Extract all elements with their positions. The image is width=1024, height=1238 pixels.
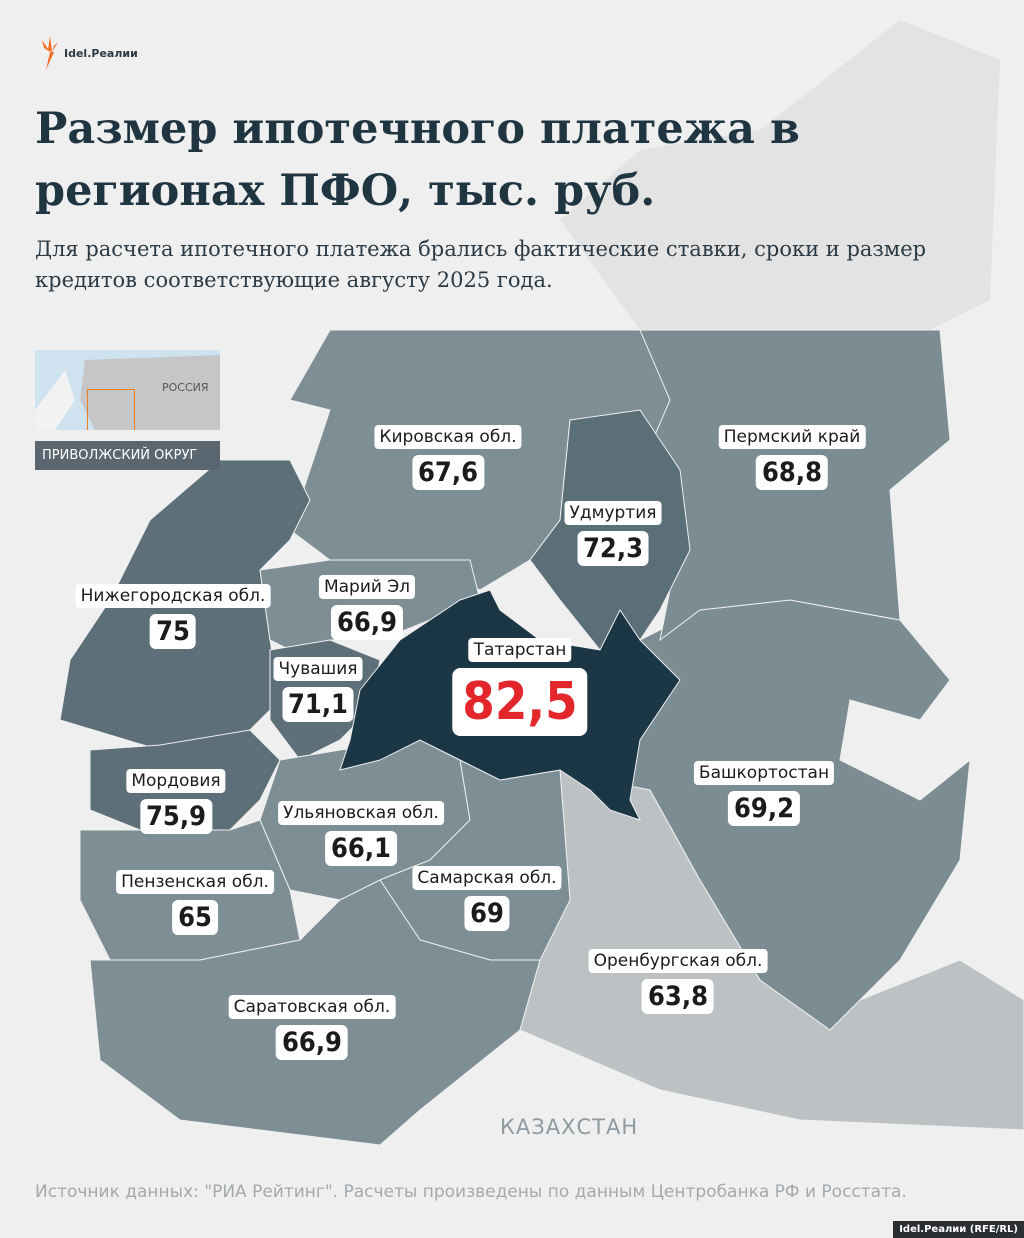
credit: Idel.Реалии (RFE/RL) <box>893 1221 1024 1238</box>
region-label-mordovia: Мордовия 75,9 <box>126 769 226 834</box>
torch-icon <box>42 36 58 70</box>
region-label-saratov: Саратовская обл. 66,9 <box>228 995 396 1060</box>
logo: Idel.Реалии <box>38 36 138 70</box>
region-label-chuvashia: Чувашия 71,1 <box>273 657 363 722</box>
region-label-tatarstan: Татарстан 82,5 <box>452 638 588 736</box>
background-land <box>560 20 1000 330</box>
region-label-udmurtia: Удмуртия 72,3 <box>564 501 662 566</box>
region-label-orenburg: Оренбургская обл. 63,8 <box>588 949 768 1014</box>
source-note: Источник данных: "РИА Рейтинг". Расчеты … <box>35 1182 907 1202</box>
region-label-ulyanovsk: Ульяновская обл. 66,1 <box>278 801 444 866</box>
inset-locator: РОССИЯ <box>35 350 220 430</box>
region-label-kirov: Кировская обл. 67,6 <box>374 425 522 490</box>
district-label: ПРИВОЛЖСКИЙ ОКРУГ <box>35 441 220 470</box>
region-label-bashkortostan: Башкортостан 69,2 <box>693 761 835 826</box>
country-label: РОССИЯ <box>162 381 209 394</box>
region-label-nizhny: Нижегородская обл. 75 <box>75 584 271 649</box>
neighbor-label: КАЗАХСТАН <box>500 1115 639 1139</box>
logo-text: Idel.Реалии <box>64 46 138 60</box>
highlight-box <box>87 389 135 430</box>
region-label-penza: Пензенская обл. 65 <box>116 870 274 935</box>
region-label-perm: Пермский край 68,8 <box>718 425 866 490</box>
subtitle: Для расчета ипотечного платежа брались ф… <box>35 237 927 292</box>
inset-map: РОССИЯ ПРИВОЛЖСКИЙ ОКРУГ <box>35 350 220 470</box>
region-label-samara: Самарская обл. 69 <box>412 866 562 931</box>
region-label-mari-el: Марий Эл 66,9 <box>318 575 416 640</box>
page-title: Размер ипотечного платежа в регионах ПФО… <box>35 104 800 216</box>
